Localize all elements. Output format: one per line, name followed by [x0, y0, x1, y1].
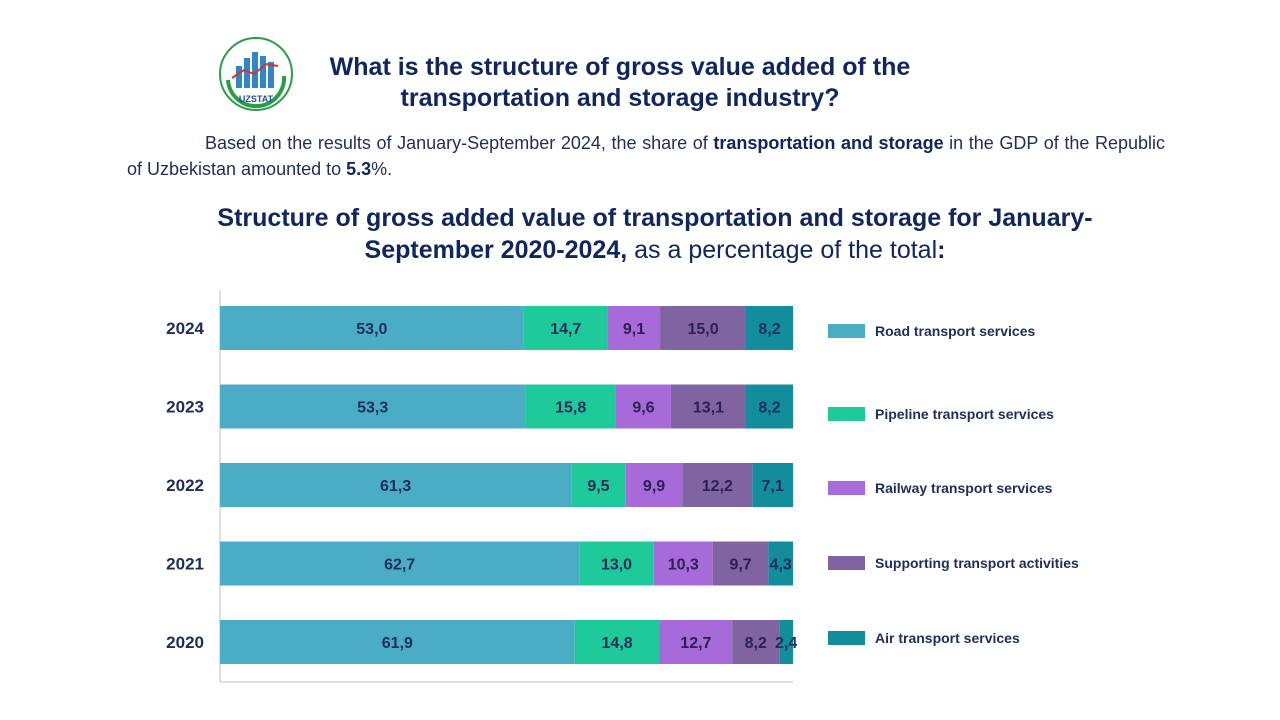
- data-label: 13,1: [693, 400, 724, 417]
- data-label: 9,5: [587, 478, 609, 495]
- y-tick-label: 2023: [166, 398, 204, 417]
- stacked-bar-chart: 2024 53,0 14,7 9,1 15,0 8,2 2023 53,3 15,8 9,6 13,…: [166, 290, 797, 683]
- y-tick-label: 2020: [166, 633, 204, 652]
- page-title: What is the structure of gross value add…: [329, 53, 911, 112]
- bar-segment: [571, 463, 626, 507]
- legend-item: Pipeline transport services: [828, 406, 1054, 422]
- legend-swatch: [828, 324, 865, 338]
- bar-segment: [732, 620, 780, 664]
- chart-title: Structure of gross added value of transp…: [170, 202, 1140, 266]
- legend-label: Supporting transport activities: [875, 555, 1079, 571]
- data-label: 12,2: [702, 478, 733, 495]
- data-label: 61,3: [380, 478, 411, 495]
- intro-text-3: %.: [371, 159, 393, 179]
- intro-bold-1: transportation and storage: [713, 133, 944, 153]
- data-label: 7,1: [762, 478, 784, 495]
- bar-segment: [607, 306, 661, 350]
- bar-segment: [653, 541, 713, 586]
- legend-swatch: [828, 481, 865, 495]
- legend-item: Air transport services: [828, 630, 1020, 646]
- bar-segment: [712, 541, 769, 586]
- chart-legend: Road transport services Pipeline transpor…: [828, 0, 1128, 720]
- data-label: 53,3: [357, 400, 388, 417]
- bar-segment: [752, 463, 793, 507]
- y-tick-label: 2021: [166, 555, 204, 574]
- uzstat-logo: UZSTAT: [219, 37, 293, 111]
- data-label: 14,7: [550, 321, 581, 338]
- data-label: 9,9: [643, 478, 665, 495]
- y-tick-label: 2024: [166, 319, 204, 338]
- data-label: 9,1: [623, 321, 645, 338]
- bar-segment: [220, 306, 524, 350]
- legend-label: Road transport services: [875, 323, 1036, 339]
- legend-swatch: [828, 407, 865, 421]
- legend-swatch: [828, 556, 865, 570]
- legend-label: Air transport services: [875, 630, 1020, 646]
- bar-segment: [746, 384, 793, 429]
- bar-segment: [746, 306, 793, 350]
- logo-text: UZSTAT: [239, 94, 274, 104]
- intro-text-2: in the GDP of the Republic of Uzbekistan…: [127, 133, 1165, 179]
- data-label: 8,2: [745, 635, 767, 652]
- data-label: 15,0: [687, 321, 718, 338]
- bar-segment: [579, 541, 654, 586]
- bar-segment: [220, 541, 580, 586]
- y-tick-label: 2022: [166, 476, 204, 495]
- data-label: 4,3: [770, 557, 792, 574]
- data-label: 13,0: [601, 557, 632, 574]
- intro-text-1: Based on the results of January-Septembe…: [205, 133, 714, 153]
- legend-item: Railway transport services: [828, 480, 1052, 496]
- data-label: 62,7: [384, 557, 415, 574]
- data-label: 14,8: [602, 635, 633, 652]
- data-label: 2,4: [775, 635, 797, 652]
- bar-segment: [670, 384, 747, 429]
- bar-segment: [768, 541, 793, 586]
- legend-swatch: [828, 631, 865, 645]
- chart-title-bold: Structure of gross added value of transp…: [217, 204, 1093, 264]
- data-label: 53,0: [356, 321, 387, 338]
- data-label: 9,7: [729, 557, 751, 574]
- bar-segment: [220, 620, 575, 664]
- bar-segment: [682, 463, 753, 507]
- legend-label: Pipeline transport services: [875, 406, 1054, 422]
- data-label: 15,8: [555, 400, 586, 417]
- chart-title-end: :: [937, 236, 946, 264]
- bar-segment: [659, 620, 733, 664]
- intro-paragraph: Based on the results of January-Septembe…: [127, 130, 1165, 182]
- bar-segment: [625, 463, 683, 507]
- legend-label: Railway transport services: [875, 480, 1053, 496]
- legend-item: Road transport services: [828, 323, 1035, 339]
- data-label: 12,7: [680, 635, 711, 652]
- intro-bold-2: 5.3: [346, 159, 372, 179]
- bar-segment: [525, 384, 616, 429]
- bar-segment: [660, 306, 747, 350]
- chart-title-normal: as a percentage of the total: [627, 236, 938, 264]
- legend-item: Supporting transport activities: [828, 555, 1079, 571]
- data-label: 9,6: [632, 400, 654, 417]
- data-label: 8,2: [758, 321, 780, 338]
- data-label: 8,2: [758, 400, 780, 417]
- data-label: 10,3: [668, 557, 699, 574]
- bar-segment: [615, 384, 671, 429]
- data-label: 61,9: [382, 635, 413, 652]
- bar-segment: [779, 620, 793, 664]
- bar-segment: [220, 384, 526, 429]
- bar-segment: [523, 306, 608, 350]
- bar-segment: [220, 463, 572, 507]
- bar-segment: [574, 620, 660, 664]
